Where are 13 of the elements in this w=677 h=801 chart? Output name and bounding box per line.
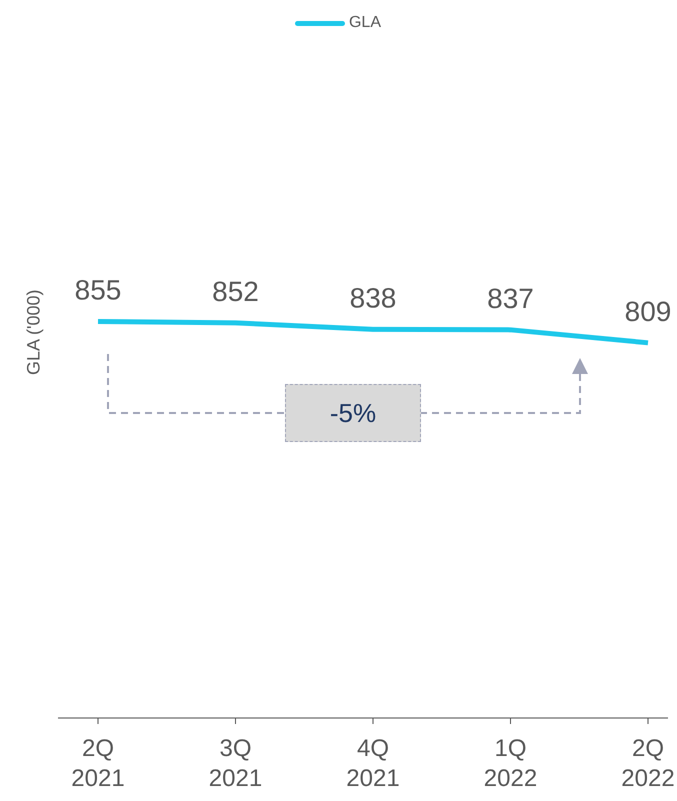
- data-label: 837: [487, 282, 534, 314]
- y-axis-title: GLA ('000): [23, 290, 44, 375]
- x-tick-label: 2Q 2021: [71, 735, 125, 792]
- x-tick-label: 3Q 2021: [208, 735, 262, 792]
- data-label: 838: [350, 282, 396, 314]
- x-tick-label: 4Q 2021: [346, 735, 400, 792]
- data-label: 855: [74, 274, 122, 306]
- x-tick-label: 2Q 2022: [621, 735, 675, 792]
- data-label: 852: [212, 276, 259, 307]
- data-label: 809: [624, 296, 672, 327]
- label-box: -5%: [285, 384, 421, 442]
- x-tick-label: 1Q 2022: [484, 735, 538, 792]
- legend-label: GLA: [348, 14, 381, 32]
